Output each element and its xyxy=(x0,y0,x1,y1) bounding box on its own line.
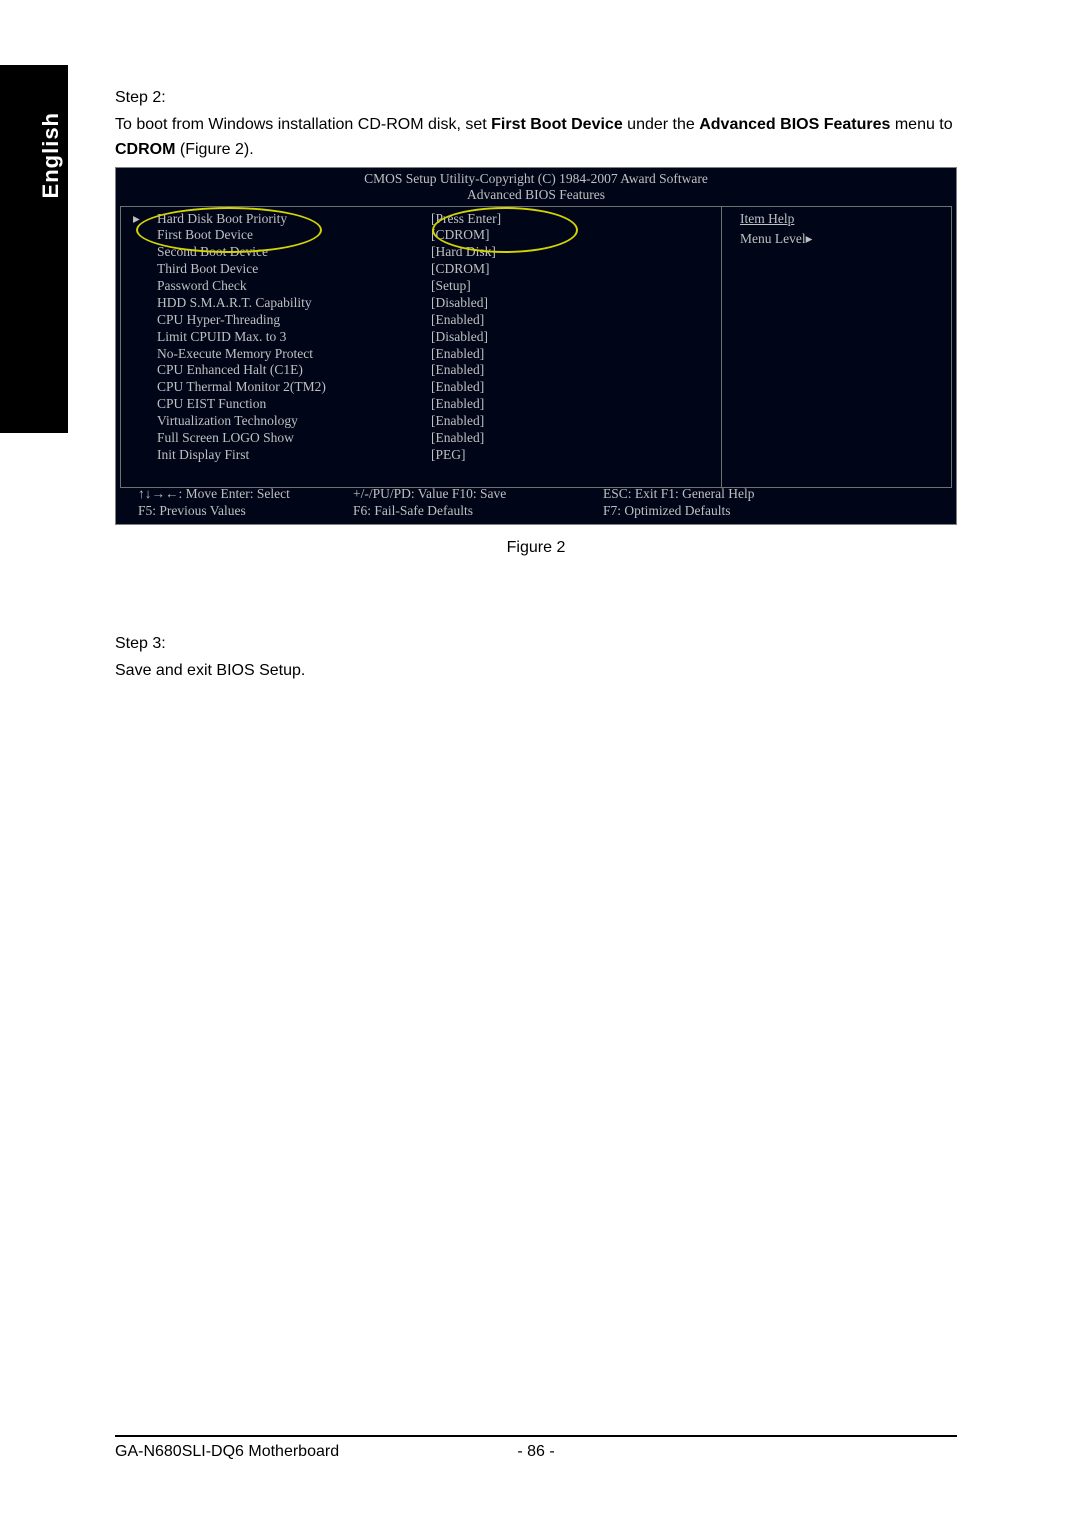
bios-setting-value: [PEG] xyxy=(431,447,711,464)
bios-setting-value: [Press Enter] xyxy=(431,211,711,228)
text-bold: CDROM xyxy=(115,141,175,158)
text-part: (Figure 2). xyxy=(175,141,253,158)
footer-cell: ESC: Exit F1: General Help xyxy=(603,485,934,503)
bios-setting-row: Limit CPUID Max. to 3[Disabled] xyxy=(131,329,711,346)
bios-setting-label: Init Display First xyxy=(131,447,431,464)
bios-setting-row: Third Boot Device[CDROM] xyxy=(131,261,711,278)
bios-setting-label: Hard Disk Boot Priority xyxy=(131,211,431,228)
footer-cell: +/-/PU/PD: Value F10: Save xyxy=(353,485,603,503)
step3-instruction: Save and exit BIOS Setup. xyxy=(115,659,957,684)
footer-cell: F5: Previous Values xyxy=(138,502,353,520)
footer-divider xyxy=(115,1435,957,1437)
step2-instruction: To boot from Windows installation CD-ROM… xyxy=(115,113,957,163)
help-title: Item Help xyxy=(740,211,933,227)
bios-header: CMOS Setup Utility-Copyright (C) 1984-20… xyxy=(116,168,956,205)
bios-setting-row: No-Execute Memory Protect[Enabled] xyxy=(131,346,711,363)
text-part: under the xyxy=(623,116,700,133)
bios-setting-label: Full Screen LOGO Show xyxy=(131,430,431,447)
bios-setting-label: Third Boot Device xyxy=(131,261,431,278)
text-bold: Advanced BIOS Features xyxy=(699,116,890,133)
bios-setting-row: First Boot Device[CDROM] xyxy=(131,227,711,244)
footer-cell: ↑↓→←: Move Enter: Select xyxy=(138,485,353,503)
bios-setting-value: [Enabled] xyxy=(431,312,711,329)
bios-setting-value: [Enabled] xyxy=(431,346,711,363)
bios-setting-row: Password Check[Setup] xyxy=(131,278,711,295)
bios-body: ▸ Hard Disk Boot Priority[Press Enter]Fi… xyxy=(120,206,952,488)
bios-setting-row: CPU Thermal Monitor 2(TM2)[Enabled] xyxy=(131,379,711,396)
bios-setting-value: [Disabled] xyxy=(431,329,711,346)
bios-setting-value: [Enabled] xyxy=(431,362,711,379)
step3-section: Step 3: Save and exit BIOS Setup. xyxy=(115,635,957,684)
text-part: To boot from Windows installation CD-ROM… xyxy=(115,116,491,133)
bios-setting-value: [Hard Disk] xyxy=(431,244,711,261)
bios-setting-value: [Enabled] xyxy=(431,379,711,396)
step2-title: Step 2: xyxy=(115,89,957,107)
bios-header-line2: Advanced BIOS Features xyxy=(116,187,956,204)
bios-setting-label: First Boot Device xyxy=(131,227,431,244)
bios-setting-row: Hard Disk Boot Priority[Press Enter] xyxy=(131,211,711,228)
bios-header-line1: CMOS Setup Utility-Copyright (C) 1984-20… xyxy=(116,171,956,188)
bios-setting-row: CPU Enhanced Halt (C1E)[Enabled] xyxy=(131,362,711,379)
footer-cell: F6: Fail-Safe Defaults xyxy=(353,502,603,520)
footer-cell: F7: Optimized Defaults xyxy=(603,502,934,520)
bios-setting-label: Password Check xyxy=(131,278,431,295)
bios-setting-row: CPU Hyper-Threading[Enabled] xyxy=(131,312,711,329)
bios-setting-row: HDD S.M.A.R.T. Capability[Disabled] xyxy=(131,295,711,312)
bios-setting-value: [CDROM] xyxy=(431,227,711,244)
arrow-icon: ▸ xyxy=(133,211,140,227)
bios-footer: ↑↓→←: Move Enter: Select +/-/PU/PD: Valu… xyxy=(138,485,934,520)
text-part: menu to xyxy=(890,116,952,133)
bios-screenshot: CMOS Setup Utility-Copyright (C) 1984-20… xyxy=(115,167,957,525)
bios-setting-row: CPU EIST Function[Enabled] xyxy=(131,396,711,413)
bios-setting-label: CPU Hyper-Threading xyxy=(131,312,431,329)
bios-setting-label: No-Execute Memory Protect xyxy=(131,346,431,363)
bios-setting-label: CPU Enhanced Halt (C1E) xyxy=(131,362,431,379)
bios-setting-row: Virtualization Technology[Enabled] xyxy=(131,413,711,430)
bios-setting-label: HDD S.M.A.R.T. Capability xyxy=(131,295,431,312)
bios-setting-row: Init Display First[PEG] xyxy=(131,447,711,464)
bios-setting-label: Virtualization Technology xyxy=(131,413,431,430)
bios-setting-value: [Enabled] xyxy=(431,413,711,430)
bios-setting-value: [Enabled] xyxy=(431,430,711,447)
bios-setting-row: Second Boot Device[Hard Disk] xyxy=(131,244,711,261)
main-content: Step 2: To boot from Windows installatio… xyxy=(115,89,957,687)
bios-left-panel: ▸ Hard Disk Boot Priority[Press Enter]Fi… xyxy=(120,206,722,488)
text-bold: First Boot Device xyxy=(491,116,623,133)
bios-setting-label: CPU Thermal Monitor 2(TM2) xyxy=(131,379,431,396)
bios-setting-label: Second Boot Device xyxy=(131,244,431,261)
bios-setting-label: CPU EIST Function xyxy=(131,396,431,413)
bios-setting-value: [Enabled] xyxy=(431,396,711,413)
bios-setting-value: [CDROM] xyxy=(431,261,711,278)
figure-caption: Figure 2 xyxy=(115,539,957,557)
bios-setting-value: [Setup] xyxy=(431,278,711,295)
bios-help-panel: Item Help Menu Level▸ xyxy=(722,206,952,488)
footer-product: GA-N680SLI-DQ6 Motherboard xyxy=(115,1443,339,1461)
language-tab: English xyxy=(38,112,64,198)
step3-title: Step 3: xyxy=(115,635,957,653)
bios-setting-row: Full Screen LOGO Show[Enabled] xyxy=(131,430,711,447)
bios-setting-value: [Disabled] xyxy=(431,295,711,312)
footer-page-number: - 86 - xyxy=(517,1443,554,1461)
bios-setting-label: Limit CPUID Max. to 3 xyxy=(131,329,431,346)
page-footer: GA-N680SLI-DQ6 Motherboard - 86 - xyxy=(115,1435,957,1461)
help-level: Menu Level▸ xyxy=(740,231,933,247)
